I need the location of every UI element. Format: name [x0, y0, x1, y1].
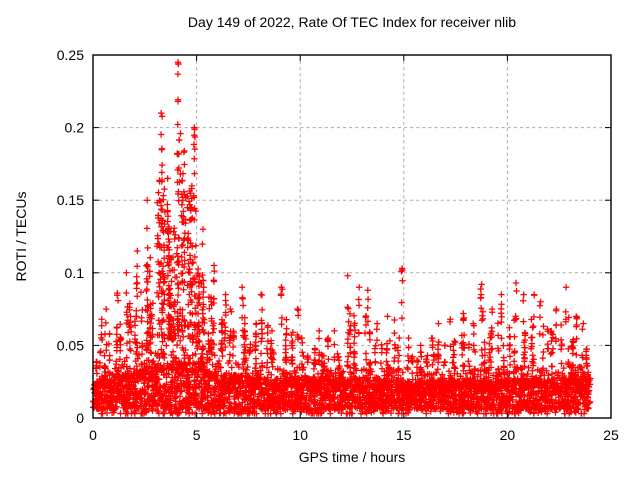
tick-label-layer: 0 5 10 15 20 25 0 0.05 0.1 0.15 0.2 0.25: [57, 47, 619, 443]
x-tick-label: 20: [500, 427, 516, 443]
x-tick-label: 10: [292, 427, 308, 443]
tick-layer: [92, 54, 612, 419]
y-tick-label: 0.05: [57, 337, 84, 353]
chart-title: Day 149 of 2022, Rate Of TEC Index for r…: [188, 14, 516, 30]
x-tick-label: 15: [396, 427, 412, 443]
y-axis-label: ROTI / TECUs: [13, 192, 29, 282]
y-tick-label: 0: [76, 410, 84, 426]
plot-border: [92, 54, 612, 419]
y-tick-label: 0.15: [57, 192, 84, 208]
scatter-points: [89, 59, 594, 417]
y-tick-label: 0.1: [65, 265, 85, 281]
y-tick-label: 0.2: [65, 120, 85, 136]
x-tick-label: 5: [193, 427, 201, 443]
x-tick-label: 25: [603, 427, 619, 443]
y-tick-label: 0.25: [57, 47, 84, 63]
x-tick-label: 0: [89, 427, 97, 443]
x-axis-label: GPS time / hours: [299, 449, 406, 465]
